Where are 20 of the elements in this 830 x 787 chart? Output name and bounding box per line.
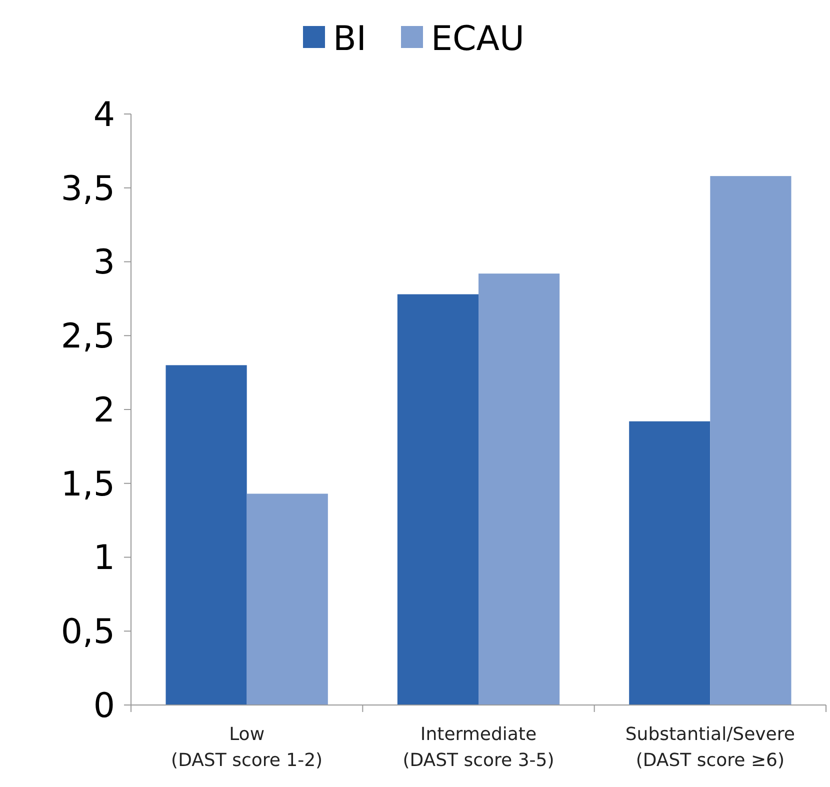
y-tick-label: 3 bbox=[93, 242, 115, 283]
bar bbox=[478, 274, 560, 705]
y-tick-label: 2 bbox=[93, 390, 115, 430]
bar bbox=[710, 176, 792, 705]
bar bbox=[166, 365, 247, 705]
bar bbox=[246, 494, 328, 705]
y-tick-label: 1,5 bbox=[60, 464, 115, 504]
bar bbox=[397, 294, 478, 705]
y-tick-label: 1 bbox=[93, 538, 115, 578]
y-tick-label: 0,5 bbox=[60, 612, 115, 652]
legend-label: BI bbox=[333, 18, 366, 59]
y-tick-label: 3,5 bbox=[60, 168, 115, 209]
x-tick-label: Intermediate (DAST score 3-5) bbox=[402, 724, 554, 771]
x-tick-label: Substantial/Severe (DAST score ≥6) bbox=[625, 724, 795, 771]
bar bbox=[629, 421, 710, 705]
legend-label: ECAU bbox=[431, 18, 524, 59]
y-tick-label: 4 bbox=[93, 94, 115, 135]
y-tick-label: 0 bbox=[93, 686, 115, 726]
x-tick-label: Low (DAST score 1-2) bbox=[171, 724, 323, 771]
y-tick-label: 2,5 bbox=[60, 316, 115, 357]
